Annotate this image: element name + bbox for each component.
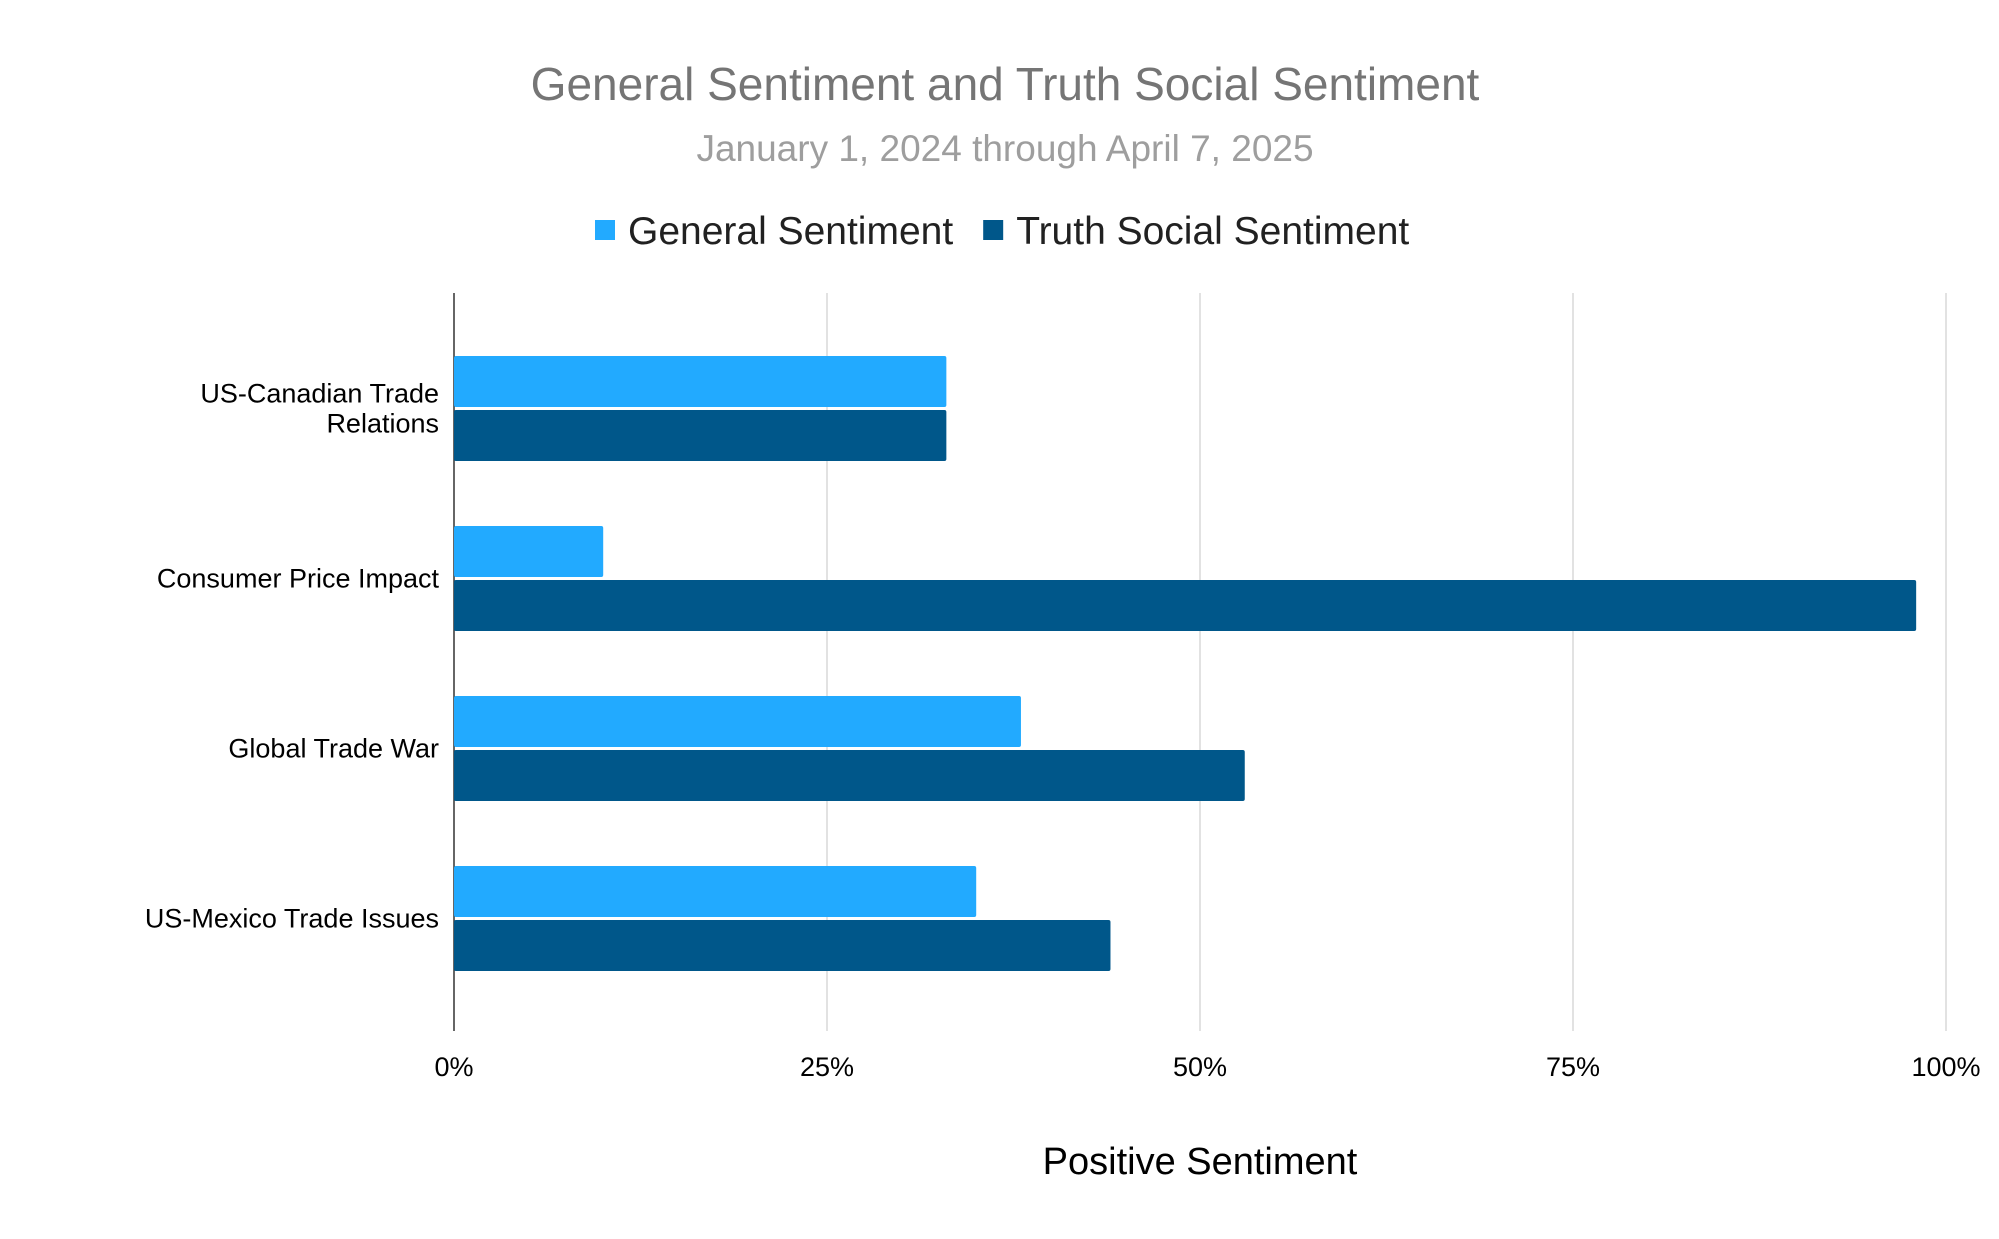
bars	[454, 356, 1917, 971]
legend-label: General Sentiment	[628, 210, 953, 253]
category-label: Relations	[326, 409, 439, 439]
x-axis-title: Positive Sentiment	[1043, 1141, 1358, 1183]
bar-general	[454, 356, 947, 407]
bar-general	[454, 696, 1021, 747]
bar-truth-social	[454, 410, 947, 461]
category-label: Consumer Price Impact	[157, 564, 440, 594]
x-tick-labels: 0% 25% 50% 75% 100%	[434, 1052, 1980, 1082]
x-tick-label: 0%	[434, 1052, 473, 1082]
x-tick-label: 75%	[1546, 1052, 1600, 1082]
bar-general	[454, 526, 604, 577]
legend-swatch	[983, 220, 1004, 240]
legend-label: Truth Social Sentiment	[1016, 210, 1409, 253]
chart-title: General Sentiment and Truth Social Senti…	[531, 58, 1480, 110]
legend-swatch	[595, 220, 615, 240]
bar-truth-social	[454, 920, 1111, 971]
x-tick-label: 100%	[1911, 1052, 1980, 1082]
x-tick-label: 25%	[800, 1052, 854, 1082]
category-label: Global Trade War	[228, 734, 439, 764]
category-label: US-Mexico Trade Issues	[145, 904, 439, 934]
bar-truth-social	[454, 580, 1917, 631]
category-label: US-Canadian Trade	[200, 379, 439, 409]
bar-truth-social	[454, 750, 1245, 801]
x-tick-label: 50%	[1173, 1052, 1227, 1082]
legend: General Sentiment Truth Social Sentiment	[595, 210, 1409, 253]
bar-general	[454, 866, 977, 917]
chart-subtitle: January 1, 2024 through April 7, 2025	[696, 128, 1313, 169]
